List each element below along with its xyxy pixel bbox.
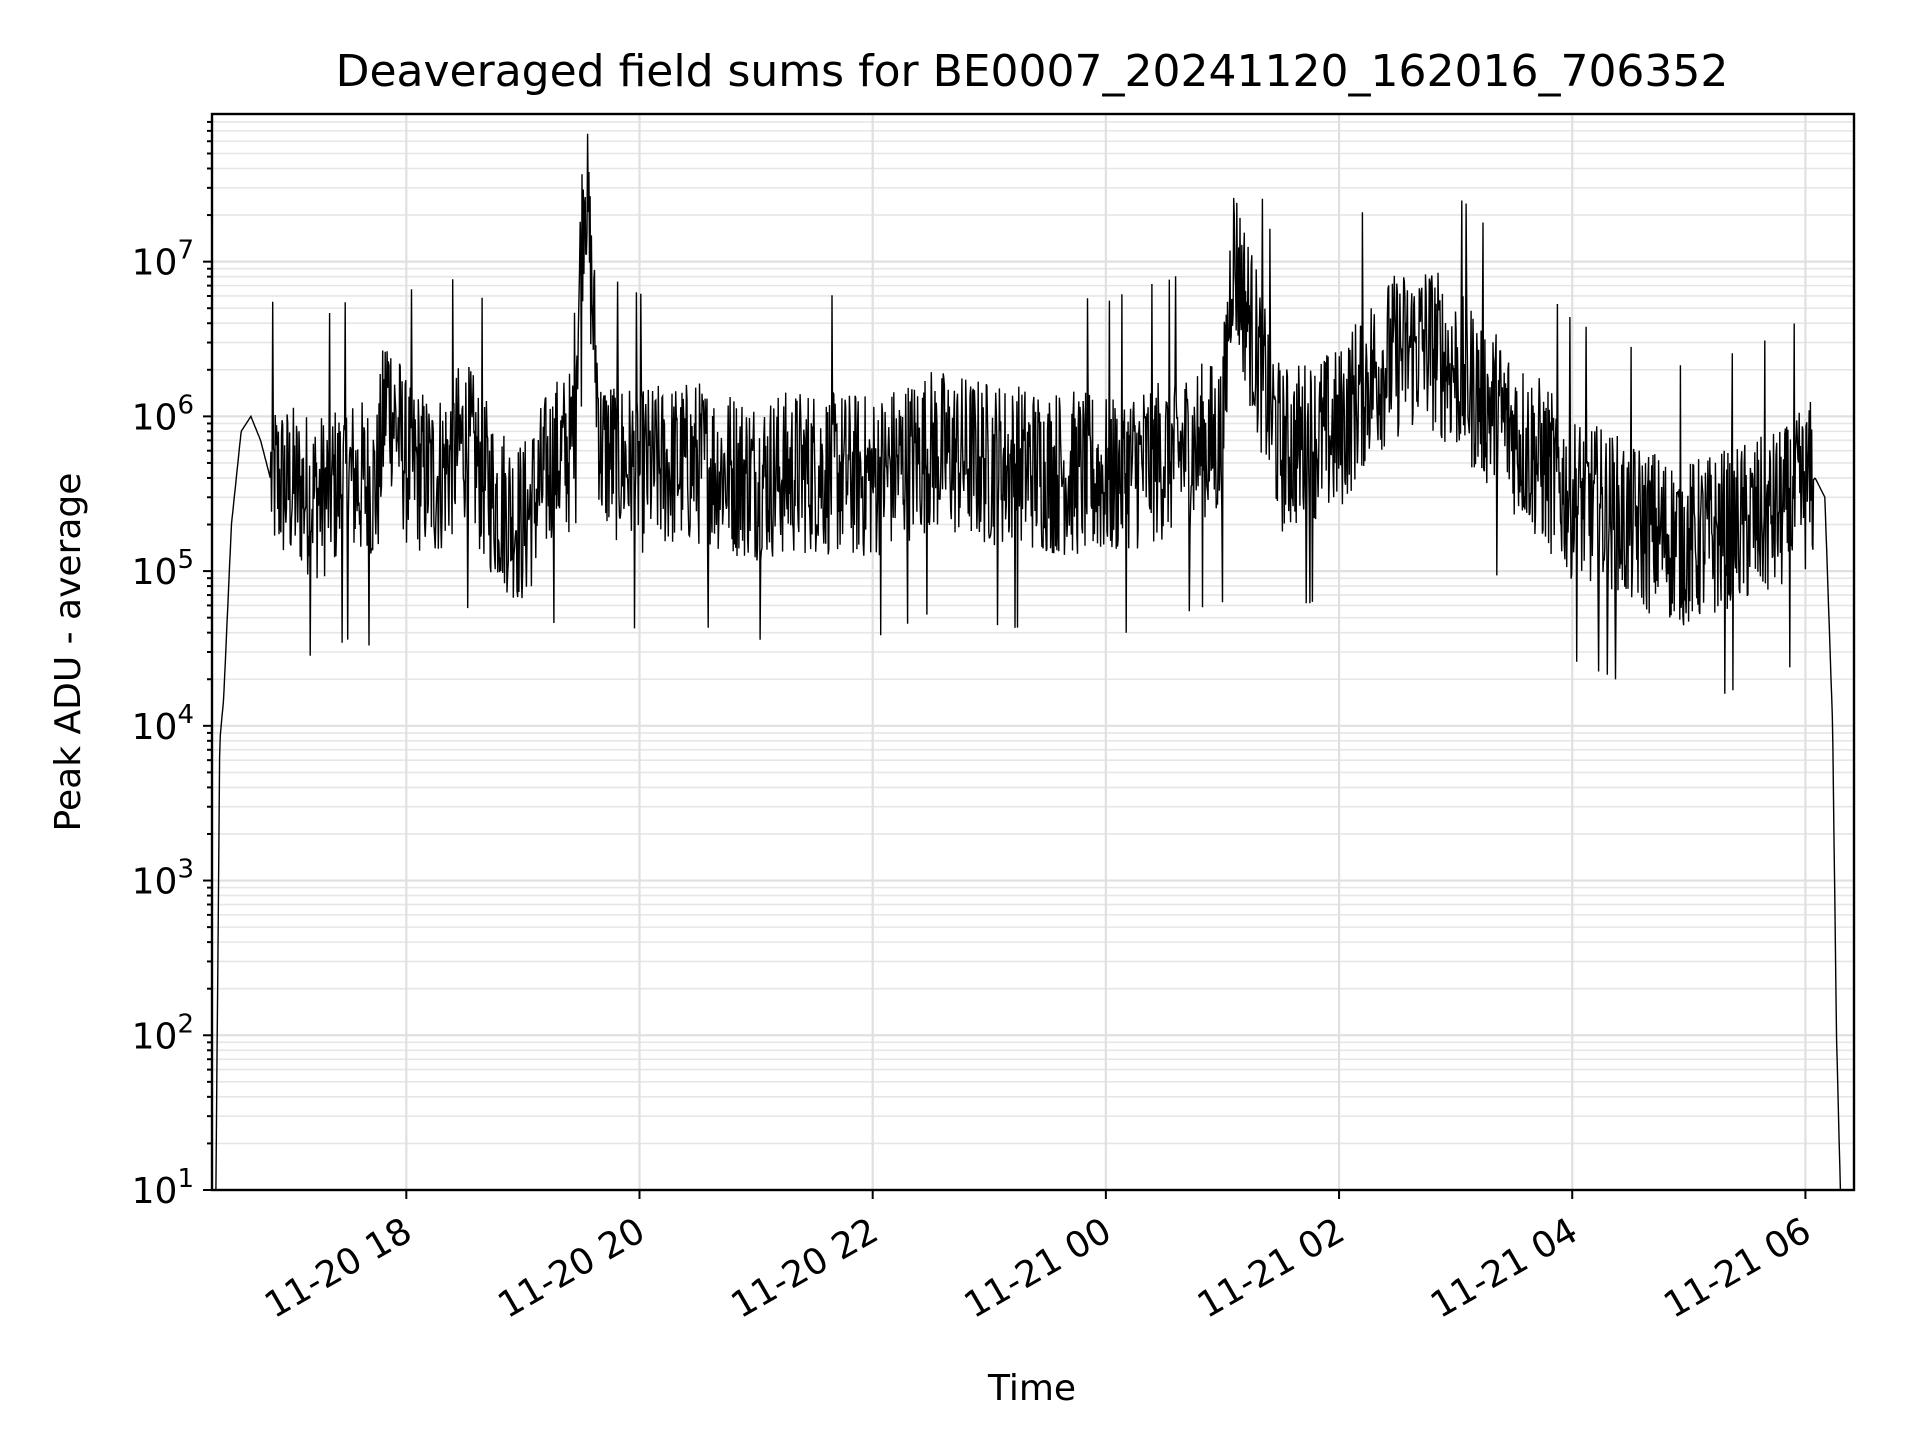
y-tick-label: 107 [132, 236, 194, 284]
y-tick-label: 104 [132, 700, 194, 748]
x-tick-label: 11-21 00 [958, 1210, 1119, 1326]
y-tick-label: 105 [132, 545, 194, 593]
series-line [215, 133, 1842, 1191]
x-tick-label: 11-21 04 [1424, 1210, 1585, 1326]
x-axis-label: Time [987, 1368, 1076, 1409]
x-tick-label: 11-20 20 [491, 1210, 652, 1326]
x-tick-label: 11-21 02 [1191, 1210, 1352, 1326]
y-tick-label: 101 [132, 1164, 194, 1212]
y-tick-label: 103 [132, 855, 194, 903]
x-tick-label: 11-21 06 [1657, 1210, 1818, 1326]
y-tick-label: 106 [132, 390, 194, 438]
x-tick-label: 11-20 22 [725, 1210, 886, 1326]
x-axis: 11-20 18 11-20 20 11-20 22 11-21 00 11-21 02… [258, 1190, 1818, 1327]
y-tick-label: 102 [132, 1009, 194, 1057]
y-axis-label: Peak ADU - average [48, 473, 89, 832]
x-tick-label: 11-20 18 [258, 1210, 419, 1326]
plot-area [215, 133, 1842, 1191]
chart-title: Deaveraged field sums for BE0007_2024112… [336, 46, 1729, 97]
y-axis: 101 102 103 104 105 106 107 [132, 120, 212, 1212]
